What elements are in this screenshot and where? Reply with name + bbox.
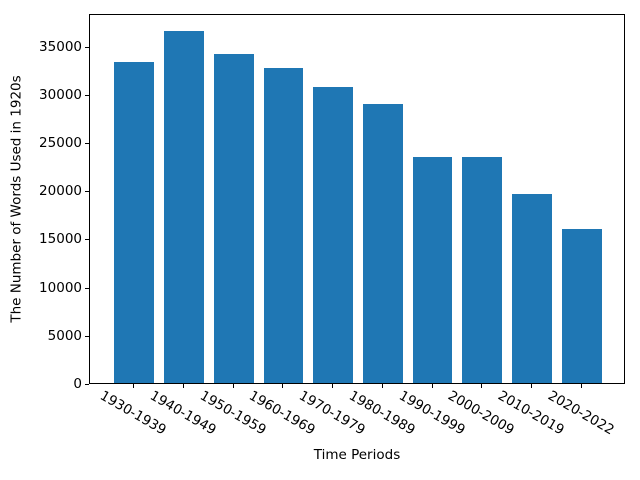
y-tick-label: 0 <box>73 376 82 392</box>
bar-1930-1939 <box>114 62 155 383</box>
x-tick-mark <box>381 384 383 388</box>
x-tick-mark <box>481 384 483 388</box>
x-tick-mark <box>431 384 433 388</box>
x-tick-mark <box>580 384 582 388</box>
bar-1980-1989 <box>362 103 403 383</box>
y-tick-label: 30000 <box>39 86 82 103</box>
bar-1940-1949 <box>164 31 204 383</box>
y-tick-mark <box>85 94 89 96</box>
y-tick-label: 5000 <box>47 327 82 344</box>
y-tick-mark <box>85 335 89 337</box>
x-tick-mark <box>282 384 284 388</box>
y-tick-mark <box>85 287 89 289</box>
bar-2000-2009 <box>462 157 503 383</box>
y-tick-mark <box>85 191 89 193</box>
plot-area <box>89 14 625 384</box>
y-tick-label: 15000 <box>39 231 82 248</box>
bar-1970-1979 <box>313 87 354 383</box>
x-tick-mark <box>332 384 334 388</box>
y-tick-mark <box>85 384 89 385</box>
x-tick-mark <box>531 384 533 388</box>
bar-1990-1999 <box>412 157 453 383</box>
x-tick-mark <box>133 384 135 388</box>
x-tick-mark <box>182 384 184 388</box>
y-tick-label: 25000 <box>39 135 82 152</box>
y-tick-mark <box>85 143 89 145</box>
y-tick-label: 35000 <box>39 38 82 55</box>
y-tick-label: 20000 <box>39 183 82 200</box>
y-tick-mark <box>85 239 89 241</box>
y-tick-label: 10000 <box>39 279 82 296</box>
y-tick-mark <box>85 46 89 48</box>
bar-2010-2019 <box>512 194 552 383</box>
bar-1960-1969 <box>263 67 304 383</box>
bar-1950-1959 <box>213 54 254 383</box>
x-tick-mark <box>232 384 234 388</box>
x-axis-title: Time Periods <box>313 447 401 463</box>
bar-2020-2022 <box>561 228 602 383</box>
